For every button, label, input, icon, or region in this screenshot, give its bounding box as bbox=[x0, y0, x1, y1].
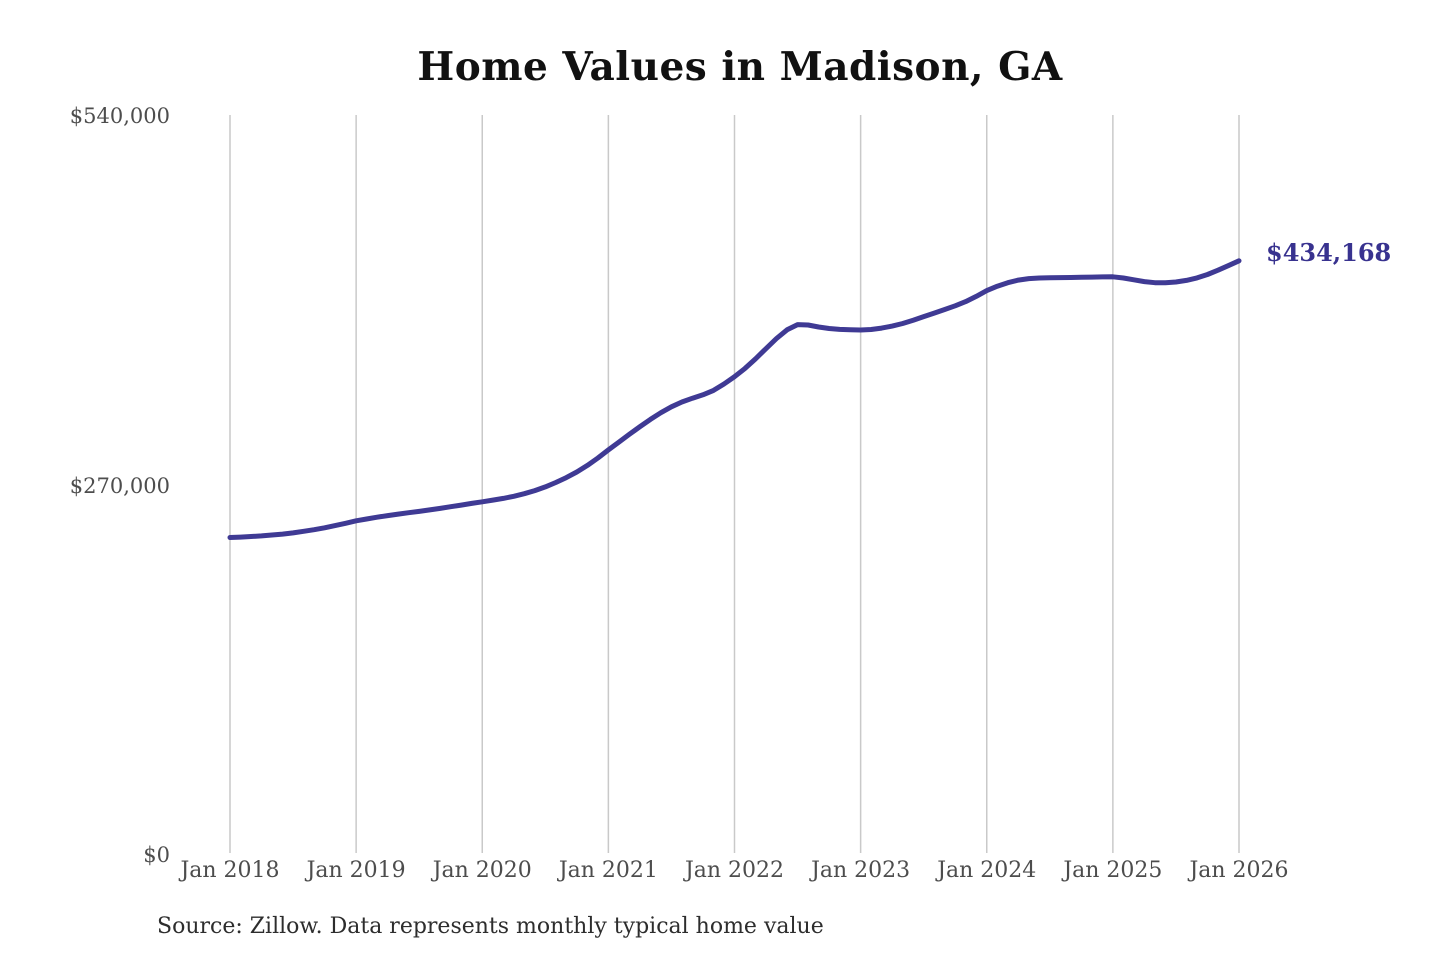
home-value-line bbox=[227, 258, 1242, 540]
x-axis-tick-label: Jan 2024 bbox=[937, 858, 1037, 883]
x-axis-tick-label: Jan 2025 bbox=[1063, 858, 1163, 883]
y-axis-tick-label: $540,000 bbox=[69, 104, 170, 128]
x-axis-tick-label: Jan 2026 bbox=[1189, 858, 1289, 883]
latest-value-label: $434,168 bbox=[1266, 238, 1392, 267]
x-axis-tick-label: Jan 2018 bbox=[180, 858, 280, 883]
chart-title: Home Values in Madison, GA bbox=[417, 44, 1063, 90]
y-axis-tick-label: $270,000 bbox=[69, 473, 170, 498]
x-axis-tick-label: Jan 2020 bbox=[432, 858, 532, 883]
x-axis-tick-label: Jan 2021 bbox=[558, 858, 658, 883]
gridlines-group bbox=[229, 115, 1240, 853]
x-axis-tick-label: Jan 2019 bbox=[306, 858, 406, 883]
source-note: Source: Zillow. Data represents monthly … bbox=[157, 914, 824, 939]
y-axis-tick-label: $0 bbox=[143, 843, 170, 867]
x-axis-tick-label: Jan 2022 bbox=[684, 858, 785, 883]
x-axis-tick-label: Jan 2023 bbox=[811, 858, 911, 883]
